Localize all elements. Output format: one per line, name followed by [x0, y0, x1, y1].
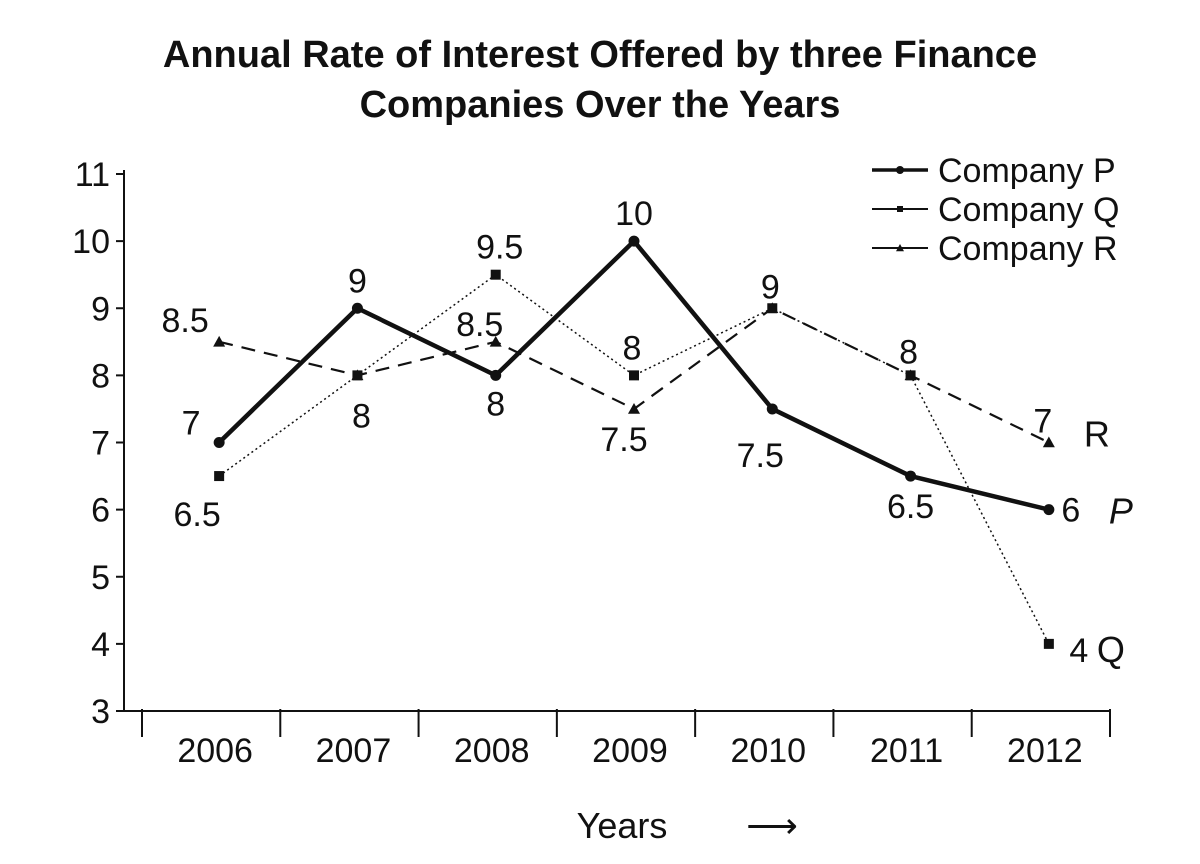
company-p-marker: [628, 235, 640, 247]
company-p-marker: [1043, 504, 1055, 516]
x-tick-label: 2009: [592, 732, 668, 770]
x-tick-label: 2010: [730, 732, 806, 770]
company-q-data-label: 8: [352, 397, 371, 435]
company-p-marker: [905, 470, 917, 482]
company-q-marker: [214, 471, 225, 482]
x-tick-label: 2011: [870, 732, 943, 770]
legend-label-company-p: Company P: [938, 152, 1116, 190]
company-q-data-label: 8: [899, 333, 918, 371]
company-q-data-label: 9.5: [476, 229, 523, 267]
company-q-data-label: 9: [761, 268, 780, 306]
company-r-data-label: 7.5: [600, 421, 647, 459]
company-q-data-label: 8: [623, 329, 642, 367]
x-axis-label: Years: [577, 805, 668, 846]
company-r-marker: [904, 369, 917, 381]
legend-marker-company-q: [897, 206, 903, 212]
y-tick-label: 3: [91, 693, 110, 731]
legend-label-company-r: Company R: [938, 230, 1118, 268]
company-p-marker: [213, 437, 225, 448]
x-tick-label: 2007: [316, 732, 392, 770]
chart-title-line-1: Annual Rate of Interest Offered by three…: [162, 34, 1038, 76]
company-r-marker: [489, 335, 502, 347]
y-tick-label: 11: [75, 156, 110, 194]
company-q-data-label: 4: [1069, 632, 1088, 670]
company-p-data-label: 7.5: [737, 437, 784, 475]
company-q-end-tag: Q: [1097, 629, 1125, 670]
company-r-marker: [628, 402, 640, 414]
company-p-data-label: 10: [615, 195, 653, 233]
company-p-marker: [766, 403, 778, 415]
x-tick-label: 2006: [177, 732, 253, 770]
chart-title-line-2: Companies Over the Years: [359, 84, 841, 126]
company-r-data-label: 8.5: [456, 306, 503, 344]
x-tick-label: 2008: [454, 732, 530, 770]
company-p-data-label: 6.5: [887, 488, 934, 526]
y-tick-label: 9: [91, 290, 110, 328]
company-p-end-tag: P: [1109, 491, 1133, 532]
company-r-marker: [213, 335, 226, 347]
company-r-marker: [766, 302, 779, 314]
legend-marker-company-r: [896, 244, 904, 252]
y-tick-label: 7: [91, 425, 110, 463]
company-r-data-label: 7: [1033, 403, 1052, 441]
company-p-marker: [351, 302, 363, 314]
company-p-marker: [490, 369, 502, 381]
y-tick-label: 8: [91, 357, 110, 395]
x-axis-arrow: ⟶: [746, 805, 798, 846]
legend-marker-company-p: [896, 166, 904, 174]
y-tick-label: 10: [72, 223, 110, 261]
company-q-marker: [1043, 638, 1054, 649]
company-q-marker: [490, 269, 501, 280]
company-r-marker: [1042, 436, 1055, 448]
x-tick-label: 2012: [1007, 732, 1083, 770]
y-tick-label: 6: [91, 492, 110, 530]
company-p-data-label: 8: [486, 385, 505, 423]
company-p-data-label: 6: [1061, 492, 1080, 530]
company-p-data-label: 7: [182, 405, 201, 443]
company-q-data-label: 6.5: [174, 496, 221, 534]
company-p-data-label: 9: [348, 262, 367, 300]
chart-title: Annual Rate of Interest Offered by three…: [0, 30, 1200, 130]
company-r-end-tag: R: [1084, 414, 1110, 455]
y-tick-label: 5: [91, 559, 110, 597]
legend-label-company-q: Company Q: [938, 191, 1119, 229]
company-r-data-label: 8.5: [162, 302, 209, 340]
company-r-marker: [351, 369, 364, 381]
company-q-marker: [629, 370, 639, 381]
y-tick-label: 4: [91, 626, 110, 664]
